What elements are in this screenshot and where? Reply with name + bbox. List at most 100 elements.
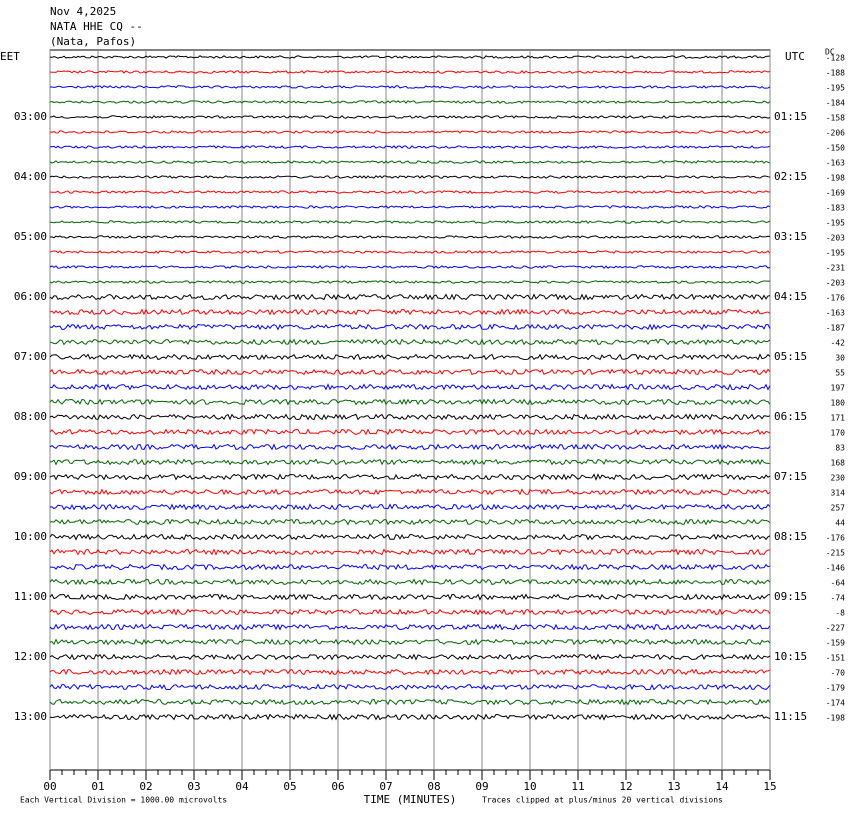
- dc-offset: -128: [826, 54, 845, 63]
- dc-offset: -74: [831, 594, 846, 603]
- trace: [49, 548, 771, 556]
- dc-offset: 257: [831, 504, 846, 513]
- dc-offset: 30: [835, 354, 845, 363]
- right-zone: UTC: [785, 50, 805, 63]
- eet-time: 04:00: [14, 170, 47, 183]
- plot-frame: [49, 49, 771, 771]
- dc-offset: -70: [831, 669, 846, 678]
- dc-label: DC: [825, 48, 835, 57]
- x-tick-label: 10: [523, 780, 536, 793]
- trace: [49, 578, 771, 586]
- dc-offset: 170: [831, 429, 846, 438]
- utc-time: 08:15: [774, 530, 807, 543]
- trace: [49, 235, 771, 239]
- dc-offset: -183: [826, 204, 845, 213]
- x-tick-label: 11: [571, 780, 584, 793]
- left-zone: EET: [0, 50, 20, 63]
- trace: [49, 100, 771, 104]
- dc-offset: -184: [826, 99, 845, 108]
- utc-time: 09:15: [774, 590, 807, 603]
- dc-offset: -150: [826, 144, 845, 153]
- x-tick-label: 15: [763, 780, 776, 793]
- eet-time: 05:00: [14, 230, 47, 243]
- trace: [49, 713, 771, 721]
- utc-time: 06:15: [774, 410, 807, 423]
- trace: [49, 130, 771, 134]
- trace: [49, 175, 771, 179]
- dc-offset: -176: [826, 534, 845, 543]
- utc-time: 01:15: [774, 110, 807, 123]
- dc-offset: 168: [831, 459, 846, 468]
- trace: [49, 308, 771, 316]
- trace: [49, 443, 771, 451]
- x-tick-label: 09: [475, 780, 488, 793]
- x-tick-label: 08: [427, 780, 440, 793]
- x-tick-label: 00: [43, 780, 56, 793]
- trace: [49, 323, 771, 331]
- dc-offset: 55: [835, 369, 845, 378]
- trace: [49, 368, 771, 376]
- trace: [49, 413, 771, 421]
- x-tick-label: 02: [139, 780, 152, 793]
- dc-offset: -169: [826, 189, 845, 198]
- utc-time: 04:15: [774, 290, 807, 303]
- eet-time: 06:00: [14, 290, 47, 303]
- dc-offset: 314: [831, 489, 846, 498]
- trace: [49, 668, 771, 676]
- trace: [49, 383, 771, 391]
- dc-offset: -163: [826, 309, 845, 318]
- utc-time: 05:15: [774, 350, 807, 363]
- x-tick-label: 01: [91, 780, 104, 793]
- trace: [49, 353, 771, 361]
- dc-offset: -42: [831, 339, 846, 348]
- x-tick-label: 06: [331, 780, 344, 793]
- utc-time: 03:15: [774, 230, 807, 243]
- dc-offset: -195: [826, 249, 845, 258]
- dc-offset: 180: [831, 399, 846, 408]
- x-tick-label: 12: [619, 780, 632, 793]
- trace: [49, 265, 771, 269]
- trace: [49, 115, 771, 119]
- trace: [49, 220, 771, 224]
- eet-time: 12:00: [14, 650, 47, 663]
- trace: [49, 458, 771, 466]
- eet-time: 09:00: [14, 470, 47, 483]
- utc-time: 02:15: [774, 170, 807, 183]
- x-tick-label: 05: [283, 780, 296, 793]
- dc-offset: -198: [826, 714, 845, 723]
- dc-offset: -174: [826, 699, 845, 708]
- x-tick-label: 03: [187, 780, 200, 793]
- dc-offset: -163: [826, 159, 845, 168]
- trace: [49, 205, 771, 209]
- trace: [49, 488, 771, 496]
- dc-offset: -198: [826, 174, 845, 183]
- eet-time: 03:00: [14, 110, 47, 123]
- dc-offset: -8: [835, 609, 845, 618]
- trace: [49, 698, 771, 706]
- utc-time: 11:15: [774, 710, 807, 723]
- trace: [49, 563, 771, 571]
- dc-offset: -176: [826, 294, 845, 303]
- trace: [49, 55, 771, 59]
- dc-offset: -227: [826, 624, 845, 633]
- dc-offset: 44: [835, 519, 845, 528]
- dc-offset: -64: [831, 579, 846, 588]
- trace: [49, 683, 771, 691]
- trace: [49, 428, 771, 436]
- trace: [49, 593, 771, 601]
- trace: [49, 70, 771, 74]
- dc-offset: -158: [826, 114, 845, 123]
- date: Nov 4,2025: [50, 5, 116, 18]
- eet-time: 07:00: [14, 350, 47, 363]
- trace: [49, 503, 771, 511]
- trace: [49, 190, 771, 194]
- x-tick-label: 07: [379, 780, 392, 793]
- eet-time: 10:00: [14, 530, 47, 543]
- dc-offset: -188: [826, 69, 845, 78]
- trace: [49, 638, 771, 646]
- x-tick-label: 14: [715, 780, 729, 793]
- dc-offset: 230: [831, 474, 846, 483]
- dc-offset: -159: [826, 639, 845, 648]
- trace: [49, 653, 771, 661]
- trace: [50, 85, 771, 89]
